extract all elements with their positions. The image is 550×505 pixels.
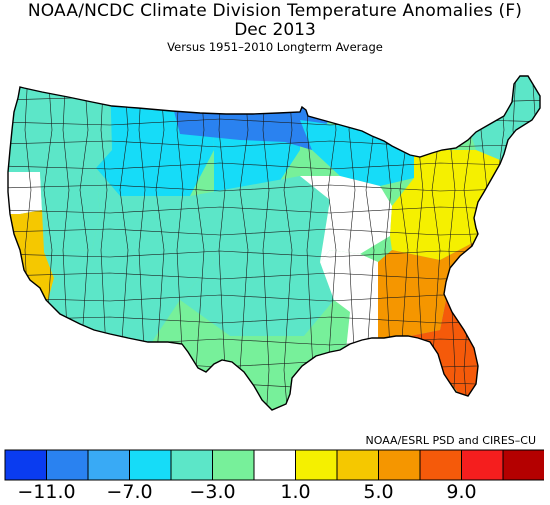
legend-tick-label: 9.0 [446,481,477,503]
legend-tick-label: −7.0 [106,481,153,503]
legend-swatch [129,449,172,481]
map-period: Dec 2013 [234,20,316,40]
region-pacific-northwest [8,80,112,172]
division-boundary [8,206,540,214]
region-mid-atlantic [390,150,500,260]
us-climate-division-map [7,75,541,411]
legend-tick-label: −3.0 [189,481,236,503]
division-boundary [8,184,540,192]
region-texas-gulf [150,300,350,410]
region-florida [410,300,480,398]
map-title: NOAA/NCDC Climate Division Temperature A… [27,1,523,21]
division-boundary [262,76,270,410]
legend-swatch [170,449,213,481]
map-subtitle: Versus 1951–2010 Longterm Average [167,40,383,54]
legend-swatch [502,449,544,481]
region-northern-rockies [96,80,214,196]
legend-tick-label: 5.0 [363,481,394,503]
division-boundary [8,250,540,258]
division-boundary [8,162,540,170]
legend-swatch [419,449,462,481]
region-central-plains [190,176,330,262]
region-southern-plains [180,262,334,336]
legend-swatch [87,449,130,481]
region-northern-california [8,172,42,214]
legend-tick-label: −11.0 [17,481,76,503]
division-boundary [283,76,293,410]
legend-swatch [295,449,338,481]
legend-swatch [212,449,255,481]
region-great-basin [40,168,100,252]
legend-swatch [461,449,504,481]
region-ohio-valley [300,176,392,262]
legend-tick-label: 1.0 [280,481,311,503]
color-legend [4,449,544,481]
division-boundary [8,228,540,236]
region-southwest [44,168,214,345]
legend-swatch [378,449,421,481]
credit-text: NOAA/ESRL PSD and CIRES–CU [365,434,536,447]
us-outline [7,75,541,411]
division-boundary [480,76,488,410]
legend-swatch [4,449,47,481]
legend-swatch [46,449,89,481]
legend-swatch [336,449,379,481]
legend-swatch [253,449,296,481]
